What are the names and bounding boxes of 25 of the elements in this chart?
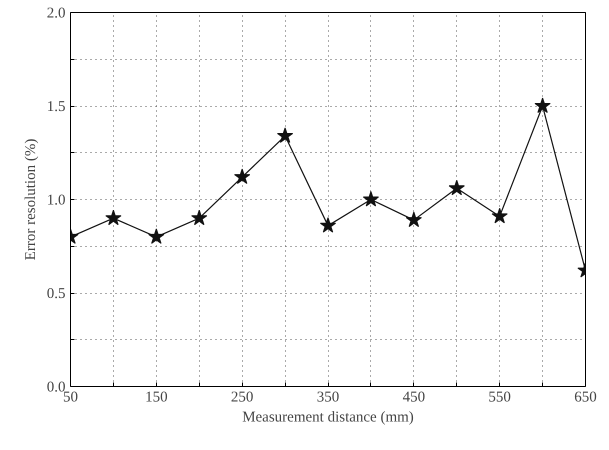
x-tick-label: 350 — [316, 390, 340, 406]
y-tick-label: 1.0 — [46, 192, 66, 208]
y-tick-label: 1.5 — [46, 99, 66, 115]
point — [534, 98, 551, 113]
x-axis-title: Measurement distance (mm) — [242, 410, 414, 426]
point — [191, 210, 208, 226]
point — [448, 180, 465, 196]
x-tick-label: 250 — [230, 390, 254, 406]
x-tick-label: 450 — [402, 390, 426, 406]
point — [492, 208, 508, 224]
x-tick-label: 550 — [488, 390, 511, 406]
point — [276, 127, 294, 143]
point — [320, 217, 336, 233]
y-tick-label: 2.0 — [46, 6, 66, 22]
y-tick-label: 0.5 — [46, 286, 66, 302]
y-tick-label: 0.0 — [46, 380, 66, 396]
point — [148, 228, 164, 244]
y-axis-title: Error resolution (%) — [22, 138, 39, 260]
point — [406, 212, 422, 228]
x-tick-label: 150 — [145, 390, 168, 406]
x-tick-label: 50 — [63, 390, 78, 406]
point — [234, 168, 250, 184]
point — [362, 191, 380, 206]
point — [105, 210, 122, 226]
x-tick-label: 650 — [574, 390, 597, 406]
